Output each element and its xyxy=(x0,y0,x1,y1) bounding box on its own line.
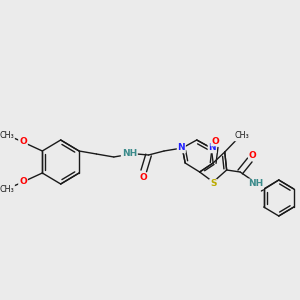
Text: N: N xyxy=(208,143,216,152)
Text: N: N xyxy=(178,143,185,152)
Text: O: O xyxy=(19,137,27,146)
Text: NH: NH xyxy=(248,179,263,188)
Text: O: O xyxy=(140,173,148,182)
Text: CH₃: CH₃ xyxy=(0,184,14,194)
Text: S: S xyxy=(210,179,216,188)
Text: CH₃: CH₃ xyxy=(235,131,250,140)
Text: NH: NH xyxy=(122,148,137,158)
Text: O: O xyxy=(211,136,219,146)
Text: CH₃: CH₃ xyxy=(0,130,14,140)
Text: O: O xyxy=(19,137,27,146)
Text: NH: NH xyxy=(122,148,137,158)
Text: NH: NH xyxy=(248,179,263,188)
Text: CH₃: CH₃ xyxy=(235,131,250,140)
Text: O: O xyxy=(211,136,219,146)
Text: O: O xyxy=(140,173,148,182)
Text: O: O xyxy=(249,151,256,160)
Text: CH₃: CH₃ xyxy=(0,130,14,140)
Text: O: O xyxy=(249,151,256,160)
Text: CH₃: CH₃ xyxy=(0,184,14,194)
Text: O: O xyxy=(19,178,27,187)
Text: O: O xyxy=(19,178,27,187)
